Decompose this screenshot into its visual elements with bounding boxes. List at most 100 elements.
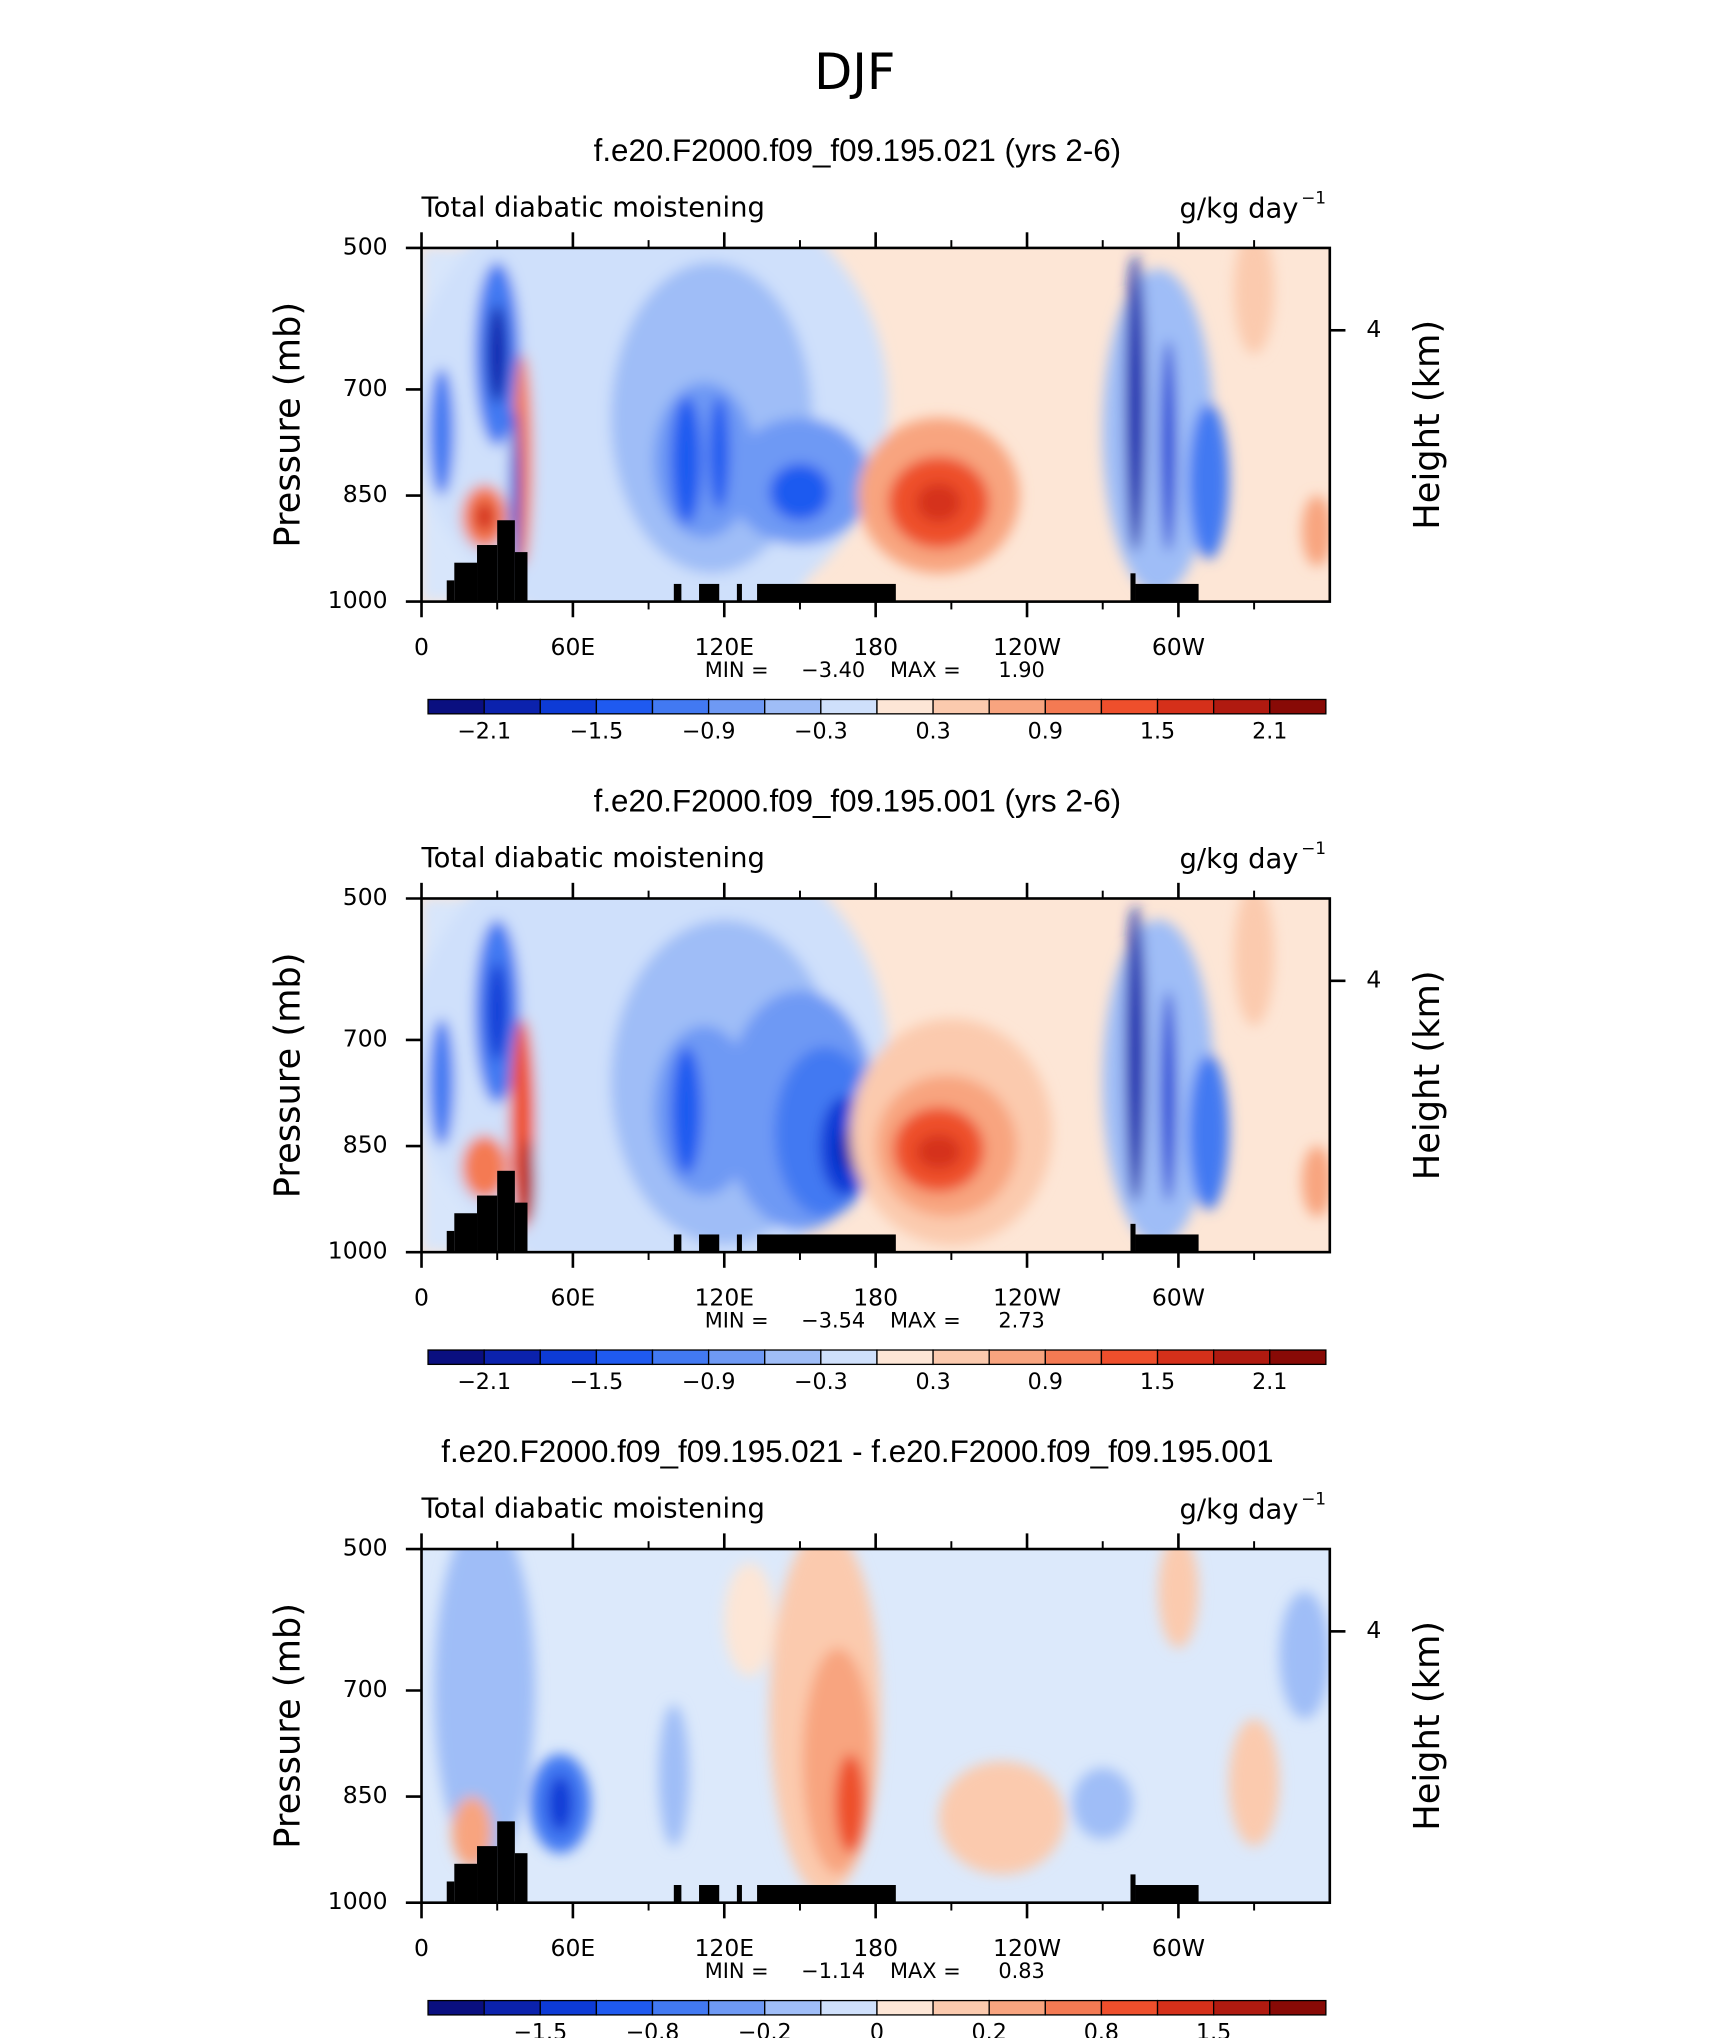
- colorbar-box: [1100, 1999, 1159, 2016]
- colorbar-label: 2.1: [1252, 719, 1287, 745]
- field-blob: [658, 1704, 689, 1847]
- colorbar-box: [876, 1349, 934, 1366]
- colorbar-label: 0: [870, 2020, 884, 2038]
- colorbar-box: [1044, 1999, 1103, 2016]
- x-tick-label: 180: [853, 1284, 898, 1312]
- field-blob: [1228, 1718, 1280, 1847]
- y-tick-label: 500: [343, 232, 388, 260]
- stat-name: MAX =: [890, 658, 961, 682]
- x-tick-label: 60E: [551, 1284, 596, 1312]
- colorbar-box: [1044, 1349, 1103, 1366]
- field-blob: [429, 368, 455, 496]
- topography: [1135, 583, 1199, 602]
- units: g/kg day: [1180, 844, 1299, 875]
- colorbar-box: [595, 1999, 654, 2016]
- field: [421, 1549, 1330, 1903]
- field-blob: [671, 1047, 702, 1175]
- colorbar-label: 2.1: [1252, 1369, 1287, 1395]
- topography: [477, 1195, 498, 1253]
- colorbar-box: [1212, 1349, 1271, 1366]
- topography: [757, 1234, 896, 1253]
- colorbar-label: −2.1: [457, 1369, 511, 1395]
- field-blob: [916, 482, 962, 523]
- topography: [446, 1230, 455, 1253]
- figure-body: DJF f.e20.F2000.f09_f09.195.021 (yrs 2-6…: [268, 43, 1448, 2038]
- topography: [454, 562, 478, 602]
- x-tick-label: 60W: [1152, 1284, 1205, 1312]
- field-blob: [487, 304, 508, 404]
- topography: [497, 1170, 515, 1253]
- colorbar-label: −0.8: [626, 2020, 680, 2038]
- stat-value: −1.14: [801, 1959, 865, 1983]
- topography: [477, 1846, 498, 1903]
- field-blob: [709, 396, 730, 510]
- colorbar-box: [595, 1349, 654, 1366]
- y2-tick-label: 4: [1366, 965, 1381, 993]
- field-blob: [547, 1775, 573, 1832]
- y-tick-label: 500: [343, 883, 388, 911]
- figure-title: DJF: [814, 43, 895, 101]
- x-tick-label: 120W: [993, 633, 1061, 661]
- topography: [757, 1885, 896, 1903]
- colorbar-box: [1269, 1349, 1327, 1366]
- topography: [1130, 573, 1136, 602]
- colorbar-box: [483, 698, 541, 715]
- topography: [497, 520, 515, 602]
- field-blob: [1125, 255, 1146, 553]
- colorbar-label: −1.5: [569, 1369, 623, 1395]
- x-tick-label: 60W: [1152, 1934, 1205, 1962]
- colorbar-box: [764, 1349, 822, 1366]
- field-blob: [1188, 403, 1229, 560]
- topography: [673, 1234, 682, 1253]
- units-exponent: −1: [1301, 1488, 1326, 1508]
- stat-name: MIN =: [705, 1308, 769, 1332]
- field-blob: [1072, 1768, 1134, 1840]
- field-blob: [461, 1135, 508, 1200]
- topography: [497, 1821, 515, 1903]
- x-tick-label: 120W: [993, 1284, 1061, 1312]
- colorbar-box: [427, 1349, 485, 1366]
- colorbar-label: 0.3: [915, 1369, 950, 1395]
- x-tick-label: 60W: [1152, 633, 1205, 661]
- topography: [736, 583, 742, 602]
- colorbar-box: [988, 1349, 1046, 1366]
- colorbar-box: [651, 1349, 710, 1366]
- topography: [446, 1881, 455, 1903]
- colorbar-label: 1.5: [1140, 719, 1175, 745]
- colorbar-box: [1269, 1999, 1327, 2016]
- field-blob: [1302, 495, 1330, 567]
- y-tick-label: 700: [343, 374, 388, 402]
- y-axis-label: Pressure (mb): [268, 1603, 309, 1849]
- colorbar-box: [483, 1349, 541, 1366]
- field-blob: [835, 1754, 866, 1854]
- y-tick-label: 1000: [328, 586, 388, 614]
- panel-title: f.e20.F2000.f09_f09.195.001 (yrs 2-6): [594, 784, 1121, 819]
- topography: [514, 1853, 528, 1903]
- topography: [673, 583, 682, 602]
- colorbar-label: 0.2: [972, 2020, 1007, 2038]
- colorbar-label: −0.2: [738, 2020, 792, 2038]
- field-blob: [1158, 1549, 1199, 1649]
- colorbar-box: [539, 1349, 598, 1366]
- x-tick-label: 0: [414, 1284, 429, 1312]
- colorbar-label: −0.3: [794, 1369, 848, 1395]
- y-tick-label: 850: [343, 1781, 388, 1809]
- colorbar-box: [1156, 1999, 1215, 2016]
- topography: [1135, 1234, 1199, 1253]
- panel-title: f.e20.F2000.f09_f09.195.021 (yrs 2-6): [594, 133, 1121, 168]
- topography: [477, 545, 498, 602]
- field-blob: [1188, 1054, 1229, 1210]
- colorbar-box: [651, 698, 710, 715]
- colorbar-label: 1.5: [1196, 2020, 1231, 2038]
- x-tick-label: 0: [414, 633, 429, 661]
- colorbar-label: 0.3: [915, 719, 950, 745]
- field-blobs: [434, 1549, 1330, 1896]
- stat-value: 2.73: [998, 1308, 1044, 1332]
- panel: f.e20.F2000.f09_f09.195.021 - f.e20.F200…: [268, 1434, 1448, 2038]
- y2-axis-label: Height (km): [1407, 1621, 1448, 1831]
- colorbar-label: −2.1: [457, 719, 511, 745]
- y-tick-label: 850: [343, 1131, 388, 1159]
- colorbar-box: [876, 698, 934, 715]
- field-blob: [802, 1648, 874, 1875]
